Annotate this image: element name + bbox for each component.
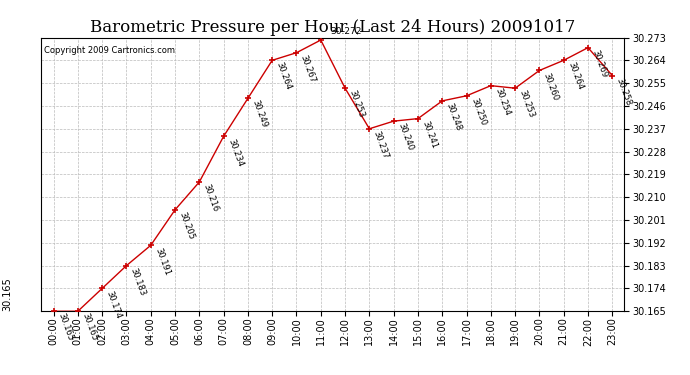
Text: 30.237: 30.237 [372, 129, 391, 160]
Text: 30.174: 30.174 [105, 289, 123, 320]
Text: 30.253: 30.253 [518, 89, 536, 119]
Text: 30.216: 30.216 [201, 183, 220, 213]
Text: 30.249: 30.249 [250, 99, 268, 129]
Text: 30.253: 30.253 [348, 89, 366, 119]
Text: 30.254: 30.254 [493, 86, 512, 117]
Text: 30.258: 30.258 [615, 76, 633, 107]
Text: 30.250: 30.250 [469, 96, 487, 127]
Text: 30.241: 30.241 [420, 119, 439, 150]
Text: 30.264: 30.264 [275, 61, 293, 92]
Text: 30.165: 30.165 [80, 312, 99, 342]
Text: 30.205: 30.205 [177, 211, 196, 241]
Text: 30.260: 30.260 [542, 71, 560, 102]
Text: 30.269: 30.269 [591, 48, 609, 79]
Text: 30.248: 30.248 [444, 102, 463, 132]
Text: 30.240: 30.240 [396, 122, 415, 152]
Text: 30.191: 30.191 [153, 246, 172, 276]
Text: 30.272: 30.272 [331, 27, 362, 36]
Title: Barometric Pressure per Hour (Last 24 Hours) 20091017: Barometric Pressure per Hour (Last 24 Ho… [90, 19, 575, 36]
Text: Copyright 2009 Cartronics.com: Copyright 2009 Cartronics.com [44, 46, 175, 55]
Text: 30.183: 30.183 [129, 266, 148, 297]
Text: 30.234: 30.234 [226, 137, 244, 168]
Text: 30.264: 30.264 [566, 61, 584, 92]
Text: 30.165: 30.165 [2, 278, 12, 311]
Text: 30.165: 30.165 [56, 312, 75, 342]
Text: 30.267: 30.267 [299, 54, 317, 84]
